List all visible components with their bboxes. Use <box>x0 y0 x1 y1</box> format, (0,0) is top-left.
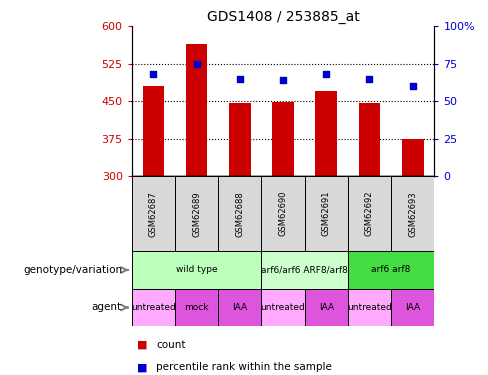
Text: untreated: untreated <box>261 303 305 312</box>
Point <box>323 71 330 77</box>
Bar <box>348 289 391 326</box>
Text: IAA: IAA <box>232 303 247 312</box>
Text: untreated: untreated <box>131 303 176 312</box>
Point <box>193 61 201 67</box>
Bar <box>305 289 348 326</box>
Text: IAA: IAA <box>319 303 334 312</box>
Bar <box>218 289 262 326</box>
Bar <box>305 176 348 251</box>
Bar <box>132 251 262 289</box>
Text: IAA: IAA <box>405 303 420 312</box>
Text: GSM62688: GSM62688 <box>235 191 244 237</box>
Bar <box>186 44 207 176</box>
Bar <box>262 176 305 251</box>
Bar <box>359 103 380 176</box>
Point <box>279 77 287 83</box>
Bar <box>348 251 434 289</box>
Bar <box>175 289 218 326</box>
Point <box>366 76 373 82</box>
Text: agent: agent <box>92 303 122 312</box>
Bar <box>218 176 262 251</box>
Bar <box>142 86 164 176</box>
Bar <box>132 289 175 326</box>
Text: arf6/arf6 ARF8/arf8: arf6/arf6 ARF8/arf8 <box>261 266 348 274</box>
Text: untreated: untreated <box>347 303 392 312</box>
Text: mock: mock <box>184 303 209 312</box>
Text: ■: ■ <box>137 363 147 372</box>
Bar <box>391 289 434 326</box>
Text: GSM62691: GSM62691 <box>322 191 331 237</box>
Bar <box>315 91 337 176</box>
Bar <box>229 103 251 176</box>
Point <box>409 83 417 89</box>
Bar <box>175 176 218 251</box>
Bar <box>272 102 294 176</box>
Title: GDS1408 / 253885_at: GDS1408 / 253885_at <box>206 10 360 24</box>
Text: ■: ■ <box>137 340 147 350</box>
Bar <box>262 289 305 326</box>
Text: percentile rank within the sample: percentile rank within the sample <box>156 363 332 372</box>
Text: wild type: wild type <box>176 266 218 274</box>
Point <box>149 71 157 77</box>
Text: genotype/variation: genotype/variation <box>23 265 122 275</box>
Point <box>236 76 244 82</box>
Text: GSM62692: GSM62692 <box>365 191 374 237</box>
Text: GSM62690: GSM62690 <box>279 191 287 237</box>
Text: arf6 arf8: arf6 arf8 <box>371 266 411 274</box>
Bar <box>402 139 424 176</box>
Text: GSM62687: GSM62687 <box>149 191 158 237</box>
Text: GSM62689: GSM62689 <box>192 191 201 237</box>
Bar <box>262 251 348 289</box>
Bar <box>132 176 175 251</box>
Bar <box>348 176 391 251</box>
Bar <box>391 176 434 251</box>
Text: GSM62693: GSM62693 <box>408 191 417 237</box>
Text: count: count <box>156 340 185 350</box>
